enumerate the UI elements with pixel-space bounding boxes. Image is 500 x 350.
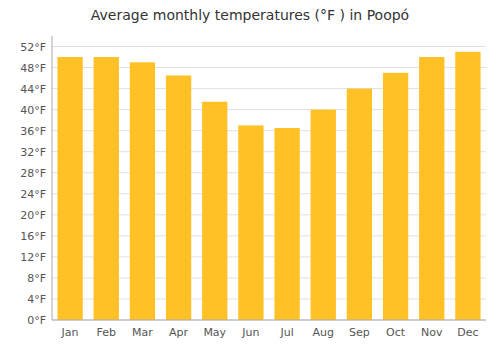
- x-tick-label: Jun: [241, 326, 259, 339]
- y-grid: [52, 47, 486, 320]
- bar: [311, 110, 336, 320]
- grid-line: [52, 46, 486, 47]
- bar: [130, 62, 155, 320]
- bar: [419, 57, 444, 320]
- y-tick-label: 8°F: [27, 272, 46, 285]
- x-tick-label: Sep: [349, 326, 370, 339]
- y-tick-label: 20°F: [20, 209, 46, 222]
- x-axis-line: [52, 320, 486, 321]
- bar: [274, 128, 299, 320]
- y-tick-label: 44°F: [20, 83, 46, 96]
- bar: [94, 57, 119, 320]
- x-tick-label: Jul: [279, 326, 293, 339]
- x-tick-label: Aug: [313, 326, 334, 339]
- x-tick-label: Apr: [169, 326, 189, 339]
- bar: [57, 57, 82, 320]
- bar: [238, 125, 263, 320]
- bar: [383, 73, 408, 320]
- bar: [455, 52, 480, 320]
- y-tick-label: 32°F: [20, 146, 46, 159]
- chart: Average monthly temperatures (°F ) in Po…: [0, 0, 500, 350]
- y-tick-label: 12°F: [20, 251, 46, 264]
- x-tick-label: Feb: [97, 326, 116, 339]
- y-tick-label: 16°F: [20, 230, 46, 243]
- y-tick-label: 40°F: [20, 104, 46, 117]
- x-tick-label: Nov: [421, 326, 443, 339]
- y-axis-line: [52, 36, 53, 320]
- x-tick-label: Mar: [132, 326, 153, 339]
- y-tick-label: 36°F: [20, 125, 46, 138]
- x-tick-label: May: [203, 326, 226, 339]
- bar: [202, 102, 227, 320]
- y-tick-label: 0°F: [27, 314, 46, 327]
- grid-line: [52, 320, 486, 321]
- bars: [57, 52, 480, 320]
- y-tick-label: 24°F: [20, 188, 46, 201]
- x-tick-label: Jan: [61, 326, 79, 339]
- y-tick-label: 4°F: [27, 293, 46, 306]
- x-tick-label: Oct: [386, 326, 406, 339]
- y-tick-label: 48°F: [20, 62, 46, 75]
- y-tick-label: 28°F: [20, 167, 46, 180]
- y-tick-label: 52°F: [20, 41, 46, 54]
- x-tick-label: Dec: [457, 326, 478, 339]
- bar: [347, 89, 372, 320]
- bar: [166, 75, 191, 320]
- chart-container: Average monthly temperatures (°F ) in Po…: [0, 0, 500, 350]
- title: Average monthly temperatures (°F ) in Po…: [91, 7, 409, 23]
